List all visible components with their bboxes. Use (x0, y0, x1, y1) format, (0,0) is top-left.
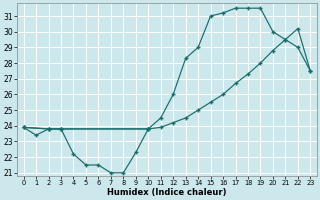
X-axis label: Humidex (Indice chaleur): Humidex (Indice chaleur) (107, 188, 227, 197)
